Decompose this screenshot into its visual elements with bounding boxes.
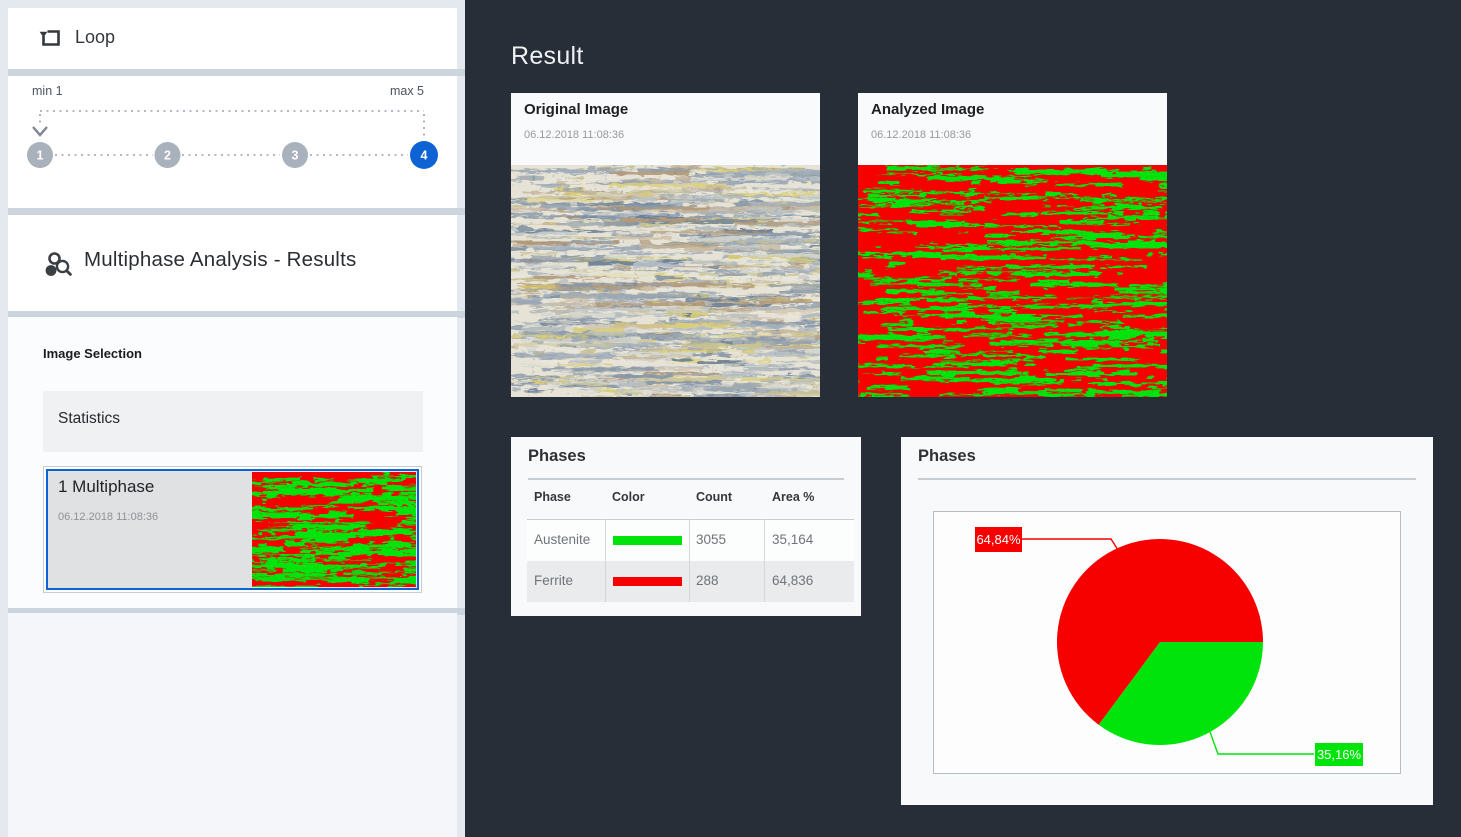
list-item-multiphase-selected[interactable]: 1 Multiphase 06.12.2018 11:08:36 (43, 466, 422, 593)
cell-area-percent: 64,836 (772, 573, 814, 588)
analyzed-image-card[interactable]: Analyzed Image 06.12.2018 11:08:36 (858, 93, 1167, 397)
cell-count: 288 (696, 573, 719, 588)
svg-text:4: 4 (421, 149, 428, 163)
section-divider (8, 69, 465, 76)
loop-stepper: 1 2 3 4 (27, 110, 438, 169)
pie-slice-ferrite (1057, 539, 1263, 725)
column-header-phase: Phase (534, 490, 571, 504)
phases-table-title: Phases (528, 447, 586, 465)
list-item-statistics[interactable]: Statistics (43, 391, 423, 452)
multiphase-item-timestamp: 06.12.2018 11:08:36 (58, 511, 159, 523)
divider (918, 478, 1416, 480)
analyzed-micrograph-image (858, 165, 1167, 397)
phases-pie-title: Phases (918, 447, 976, 465)
phases-table-panel: Phases Phase Color Count Area % Austenit… (511, 437, 861, 616)
loop-title: Loop (75, 27, 116, 47)
pie-chart-area: 35,16% 64,84% (933, 511, 1401, 774)
pie-callout-line-ferrite (1022, 538, 1119, 551)
svg-text:1: 1 (37, 149, 44, 163)
phases-pie-chart: 35,16% 64,84% (975, 527, 1363, 766)
multiphase-item-inner: 1 Multiphase 06.12.2018 11:08:36 (46, 469, 419, 590)
phases-pie-panel: Phases 35,16% 64,84% (901, 437, 1433, 805)
pie-label-ferrite: 64,84% (976, 532, 1021, 547)
table-row-austenite: Austenite 3055 35,164 (527, 520, 854, 561)
cell-area-percent: 35,164 (772, 532, 814, 547)
loop-stepper-panel: min 1 max 5 1 2 3 4 (8, 76, 457, 208)
original-image-timestamp: 06.12.2018 11:08:36 (524, 129, 625, 141)
stepper-min-label: min 1 (32, 84, 63, 98)
original-image-title: Original Image (524, 101, 629, 118)
cell-phase-name: Ferrite (534, 573, 574, 588)
multiphase-analysis-icon (45, 252, 72, 276)
sidebar-empty-panel (8, 613, 457, 837)
cell-count: 3055 (696, 532, 727, 547)
column-separator (764, 519, 765, 602)
analyzed-image-timestamp: 06.12.2018 11:08:36 (871, 129, 972, 141)
original-image-card[interactable]: Original Image 06.12.2018 11:08:36 (511, 93, 820, 397)
phase-color-swatch (613, 536, 682, 545)
analyzed-image-title: Analyzed Image (871, 101, 985, 118)
loop-header-panel: Loop (8, 8, 457, 69)
pie-label-austenite: 35,16% (1317, 747, 1362, 762)
section-divider (8, 608, 465, 615)
table-header-underline (527, 519, 854, 520)
cell-phase-name: Austenite (534, 532, 591, 547)
stepper-step-1[interactable]: 1 (27, 142, 53, 168)
phase-color-swatch (613, 577, 682, 586)
result-title: Result (511, 42, 584, 70)
analyzed-image-thumbnail (252, 472, 416, 587)
stepper-max-label: max 5 (389, 84, 424, 98)
stepper-step-4[interactable]: 4 (410, 141, 438, 169)
column-header-area: Area % (772, 490, 815, 504)
image-selection-label: Image Selection (43, 346, 142, 361)
sidebar: Loop min 1 max 5 1 2 3 4 Multiphase Analysi… (0, 0, 465, 837)
divider (528, 478, 844, 480)
section-divider (8, 311, 465, 318)
pie-label-box-ferrite (975, 527, 1022, 552)
pie-callout-line-austenite (1209, 731, 1314, 755)
column-header-color: Color (612, 490, 645, 504)
loop-icon (39, 30, 60, 46)
multiphase-item-title: 1 Multiphase (58, 477, 155, 496)
stepper-step-2[interactable]: 2 (154, 142, 181, 168)
table-row-ferrite: Ferrite 288 64,836 (527, 561, 854, 602)
original-micrograph-image (511, 165, 820, 397)
column-separator (605, 519, 606, 602)
statistics-item-label: Statistics (58, 410, 121, 427)
svg-text:2: 2 (164, 149, 171, 163)
pie-slice-austenite (1098, 642, 1263, 745)
page-title: Multiphase Analysis - Results (84, 248, 357, 271)
pie-label-box-austenite (1315, 743, 1363, 766)
stepper-step-3[interactable]: 3 (282, 142, 308, 168)
image-selection-panel: Image Selection Statistics 1 Multiphase … (8, 317, 457, 608)
svg-text:3: 3 (292, 149, 299, 163)
page-title-panel: Multiphase Analysis - Results (8, 215, 457, 311)
column-header-count: Count (696, 490, 733, 504)
column-separator (689, 519, 690, 602)
section-divider (8, 208, 465, 215)
